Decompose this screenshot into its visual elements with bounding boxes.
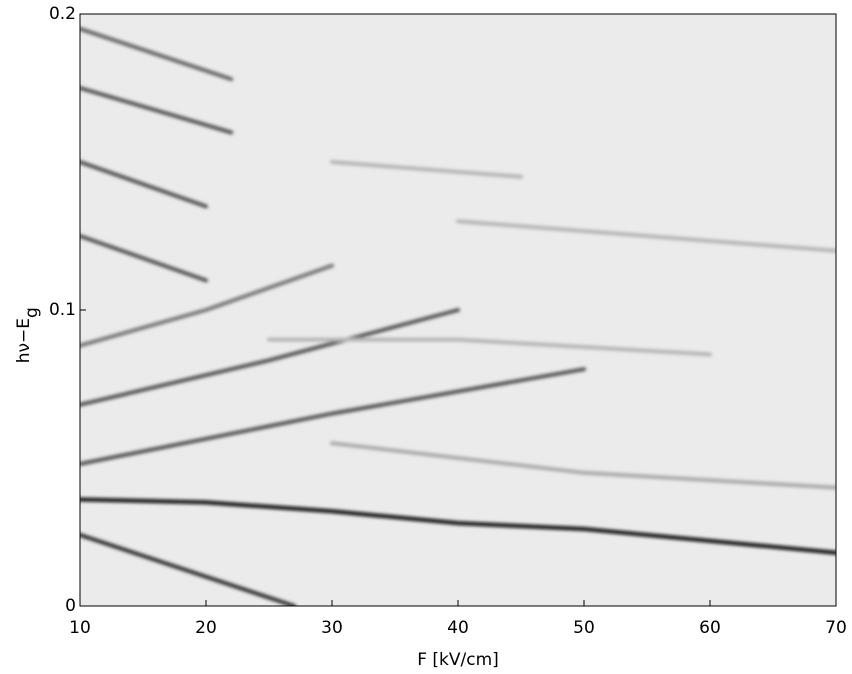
y-tick-label: 0.2 [49, 4, 76, 24]
x-tick-label: 20 [195, 618, 217, 638]
y-tick-label: 0 [65, 596, 76, 616]
y-axis-label-subscript: g [22, 307, 42, 318]
intensity-ridge [330, 441, 836, 490]
x-tick-label: 40 [447, 618, 469, 638]
intensity-ridge [80, 367, 586, 466]
y-tick-label: 0.1 [49, 300, 76, 320]
intensity-ridge [80, 86, 234, 135]
intensity-ridge [80, 308, 460, 407]
intensity-ridge [330, 160, 523, 179]
x-tick-label: 70 [825, 618, 847, 638]
x-axis-label: F [kV/cm] [417, 650, 499, 670]
x-tick-label: 50 [573, 618, 595, 638]
x-tick-label: 30 [321, 618, 343, 638]
intensity-ridge [80, 532, 297, 606]
intensity-features [80, 26, 836, 606]
intensity-ridge [80, 497, 836, 555]
intensity-ridge [80, 160, 208, 209]
intensity-ridge [456, 219, 836, 253]
x-tick-label: 60 [699, 618, 721, 638]
y-axis-label: hν−E [14, 318, 34, 363]
intensity-ridge [80, 26, 234, 82]
intensity-ridge [80, 234, 208, 283]
intensity-ridge [267, 337, 712, 357]
intensity-ridge [80, 263, 334, 348]
y-axis-label-group: hν−E g [14, 307, 42, 363]
x-tick-label: 10 [69, 618, 91, 638]
